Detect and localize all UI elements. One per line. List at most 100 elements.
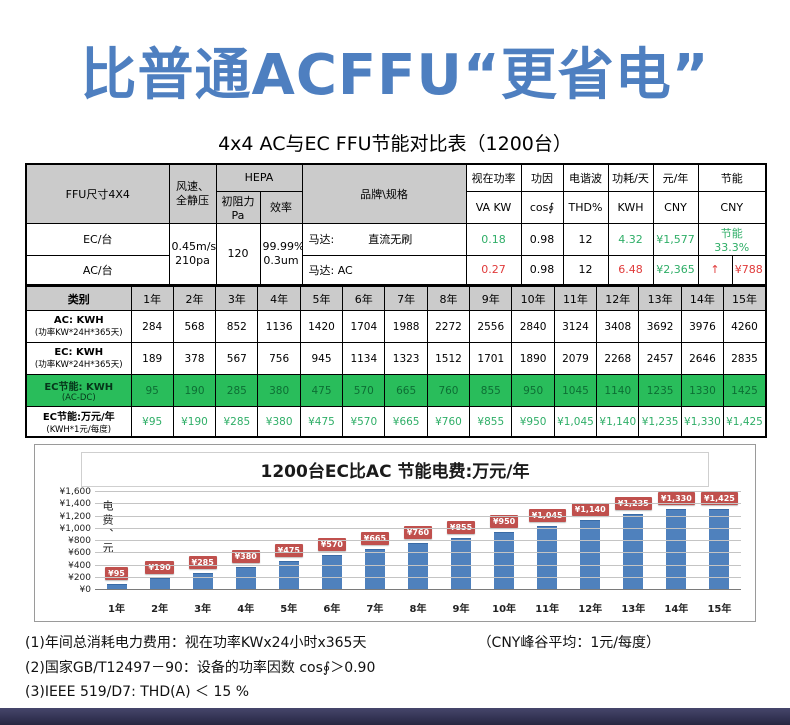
table-cell: 945 xyxy=(299,342,344,375)
x-axis-label: 9年 xyxy=(452,604,470,615)
table-cell: 2457 xyxy=(638,342,682,375)
gridline xyxy=(95,515,741,517)
bar-value-label: ¥1,425 xyxy=(700,492,738,505)
ac-va: 0.27 xyxy=(465,254,522,286)
bar-value-label: ¥855 xyxy=(446,520,476,534)
efficiency-value: 99.99% 0.3um xyxy=(259,222,303,286)
gridline xyxy=(95,576,741,578)
chart-title: 1200台EC比AC 节能电费:万元/年 xyxy=(81,452,709,487)
table-cell: 1140 xyxy=(596,374,640,407)
chart-bar xyxy=(149,578,170,590)
spec-table: FFU尺寸4X4 风速、 全静压 HEPA 品牌\规格 视在功率 功因 电谐波 … xyxy=(25,163,767,286)
bar-slot: ¥1,330 xyxy=(655,492,698,590)
header-harmonics: 电谐波 xyxy=(562,163,609,192)
x-axis-label: 15年 xyxy=(707,604,732,615)
x-axis-label: 1年 xyxy=(108,604,126,615)
table-cell: 190 xyxy=(172,374,217,407)
chart-bar xyxy=(709,509,730,590)
x-axis-label: 10年 xyxy=(492,604,517,615)
table-cell: 2646 xyxy=(680,342,725,375)
ec-va: 0.18 xyxy=(465,222,522,256)
table-cell: 189 xyxy=(130,342,174,375)
header-efficiency: 效率 xyxy=(259,190,303,224)
table-row: EC: KWH (功率KW*24H*365天) 189 378 567 756 945 113… xyxy=(25,342,767,375)
comparison-tables: FFU尺寸4X4 风速、 全静压 HEPA 品牌\规格 视在功率 功因 电谐波 … xyxy=(25,163,767,438)
ac-row-label: AC/台 xyxy=(25,254,170,286)
ec-motor-cell: 马达: 直流无刷 xyxy=(301,222,467,256)
bar-value-label: ¥760 xyxy=(403,526,433,540)
y-axis-label: ¥200 xyxy=(68,572,91,583)
header-apparent-power: 视在功率 xyxy=(465,163,522,192)
table-cell: ¥190 xyxy=(172,406,217,438)
chart-bar xyxy=(666,509,687,590)
year-header-cell: 3年 xyxy=(215,286,259,311)
table-cell: ¥760 xyxy=(426,406,471,438)
year-header-cell: 13年 xyxy=(638,286,682,311)
year-header-cell: 5年 xyxy=(299,286,344,311)
x-axis-label: 8年 xyxy=(409,604,427,615)
header-saving: 节能 xyxy=(697,163,767,192)
table-cell: 570 xyxy=(342,374,386,407)
y-axis-label: ¥800 xyxy=(68,536,91,546)
plot-area: ¥95 ¥190 ¥285 ¥380 ¥475 ¥570 ¥665 ¥760 ¥855 ¥950 ¥… xyxy=(60,487,741,595)
page-title: 比普通ACFFU“更省电” xyxy=(80,43,710,108)
ec-saving-cell: 节能33.3% xyxy=(697,222,767,256)
bar-value-label: ¥190 xyxy=(145,561,174,575)
header-hepa: HEPA xyxy=(215,163,303,192)
row-label-cell: EC: KWH (功率KW*24H*365天) xyxy=(25,342,132,375)
bar-slot: ¥1,140 xyxy=(569,492,612,590)
table-cell: 3692 xyxy=(638,310,682,343)
ec-cos: 0.98 xyxy=(520,222,564,256)
chart-bar xyxy=(106,584,127,590)
header-power-factor: 功因 xyxy=(520,163,564,192)
years-table: 类别 1年 2年 3年 4年 5年 6年 7年 8年 9年 10年 11年 12年 13年 14年 15年 AC… xyxy=(25,286,767,438)
bar-value-label: ¥1,140 xyxy=(571,503,609,517)
bar-value-label: ¥950 xyxy=(489,514,519,528)
footnote-1-row: (1)年间总消耗电力费用：视在功率KWx24小时x365天 （CNY峰谷平均：1… xyxy=(25,631,765,656)
ec-motor-value: 直流无刷 xyxy=(368,233,413,246)
bar-slot: ¥665 xyxy=(353,492,396,590)
row-label-cell: AC: KWH (功率KW*24H*365天) xyxy=(25,310,132,343)
year-header-cell: 1年 xyxy=(130,286,174,311)
bottom-navy-bar xyxy=(0,708,790,725)
year-header-cell: 12年 xyxy=(596,286,640,311)
table-cell: 3124 xyxy=(553,310,598,343)
y-axis-label: ¥1,400 xyxy=(59,499,92,510)
table-cell: 3408 xyxy=(596,310,640,343)
header-initial-resistance: 初阻力Pa xyxy=(215,190,261,224)
table-cell: 378 xyxy=(172,342,217,375)
header-yuan-year: 元/年 xyxy=(652,163,699,192)
years-header-row: 类别 1年 2年 3年 4年 5年 6年 7年 8年 9年 10年 11年 12年 13年 14年 15年 xyxy=(25,286,767,311)
table-cell: ¥1,045 xyxy=(553,406,598,438)
table-cell: 1512 xyxy=(426,342,471,375)
table-cell: ¥95 xyxy=(130,406,174,438)
year-header-cell: 11年 xyxy=(553,286,598,311)
row-label-cell: EC节能: KWH (AC-DC) xyxy=(25,374,132,407)
bar-slot: ¥95 xyxy=(95,492,138,590)
table-cell: 1890 xyxy=(511,342,555,375)
bar-value-label: ¥570 xyxy=(317,538,346,552)
x-axis-label: 3年 xyxy=(194,604,212,615)
table-cell: 1988 xyxy=(384,310,428,343)
ac-saving-amount: ¥788 xyxy=(731,254,767,286)
table-cell: 3976 xyxy=(680,310,725,343)
gridline xyxy=(95,540,741,541)
header-wind: 风速、 全静压 xyxy=(168,163,217,224)
header-saving-cny: CNY xyxy=(697,190,767,224)
table-cell: 2272 xyxy=(426,310,471,343)
table-cell: 2079 xyxy=(553,342,598,375)
y-axis-label: ¥1,200 xyxy=(59,511,92,522)
year-header-cell: 4年 xyxy=(257,286,301,311)
table-cell: 855 xyxy=(469,374,513,407)
table-cell: ¥1,140 xyxy=(596,406,640,438)
table-cell: ¥1,425 xyxy=(723,406,767,438)
table-title: 4x4 AC与EC FFU节能对比表（1200台） xyxy=(218,133,572,155)
table-row: EC节能: KWH (AC-DC) 95 190 285 380 475 570 665 760 8… xyxy=(25,374,767,407)
table-cell: 1136 xyxy=(257,310,301,343)
gridline xyxy=(95,564,741,566)
bar-slot: ¥380 xyxy=(224,492,267,590)
table-cell: 567 xyxy=(215,342,259,375)
y-axis-label: ¥400 xyxy=(68,560,91,571)
bars-container: ¥95 ¥190 ¥285 ¥380 ¥475 ¥570 ¥665 ¥760 ¥855 ¥950 ¥… xyxy=(95,492,741,590)
year-header-cell: 7年 xyxy=(384,286,428,311)
